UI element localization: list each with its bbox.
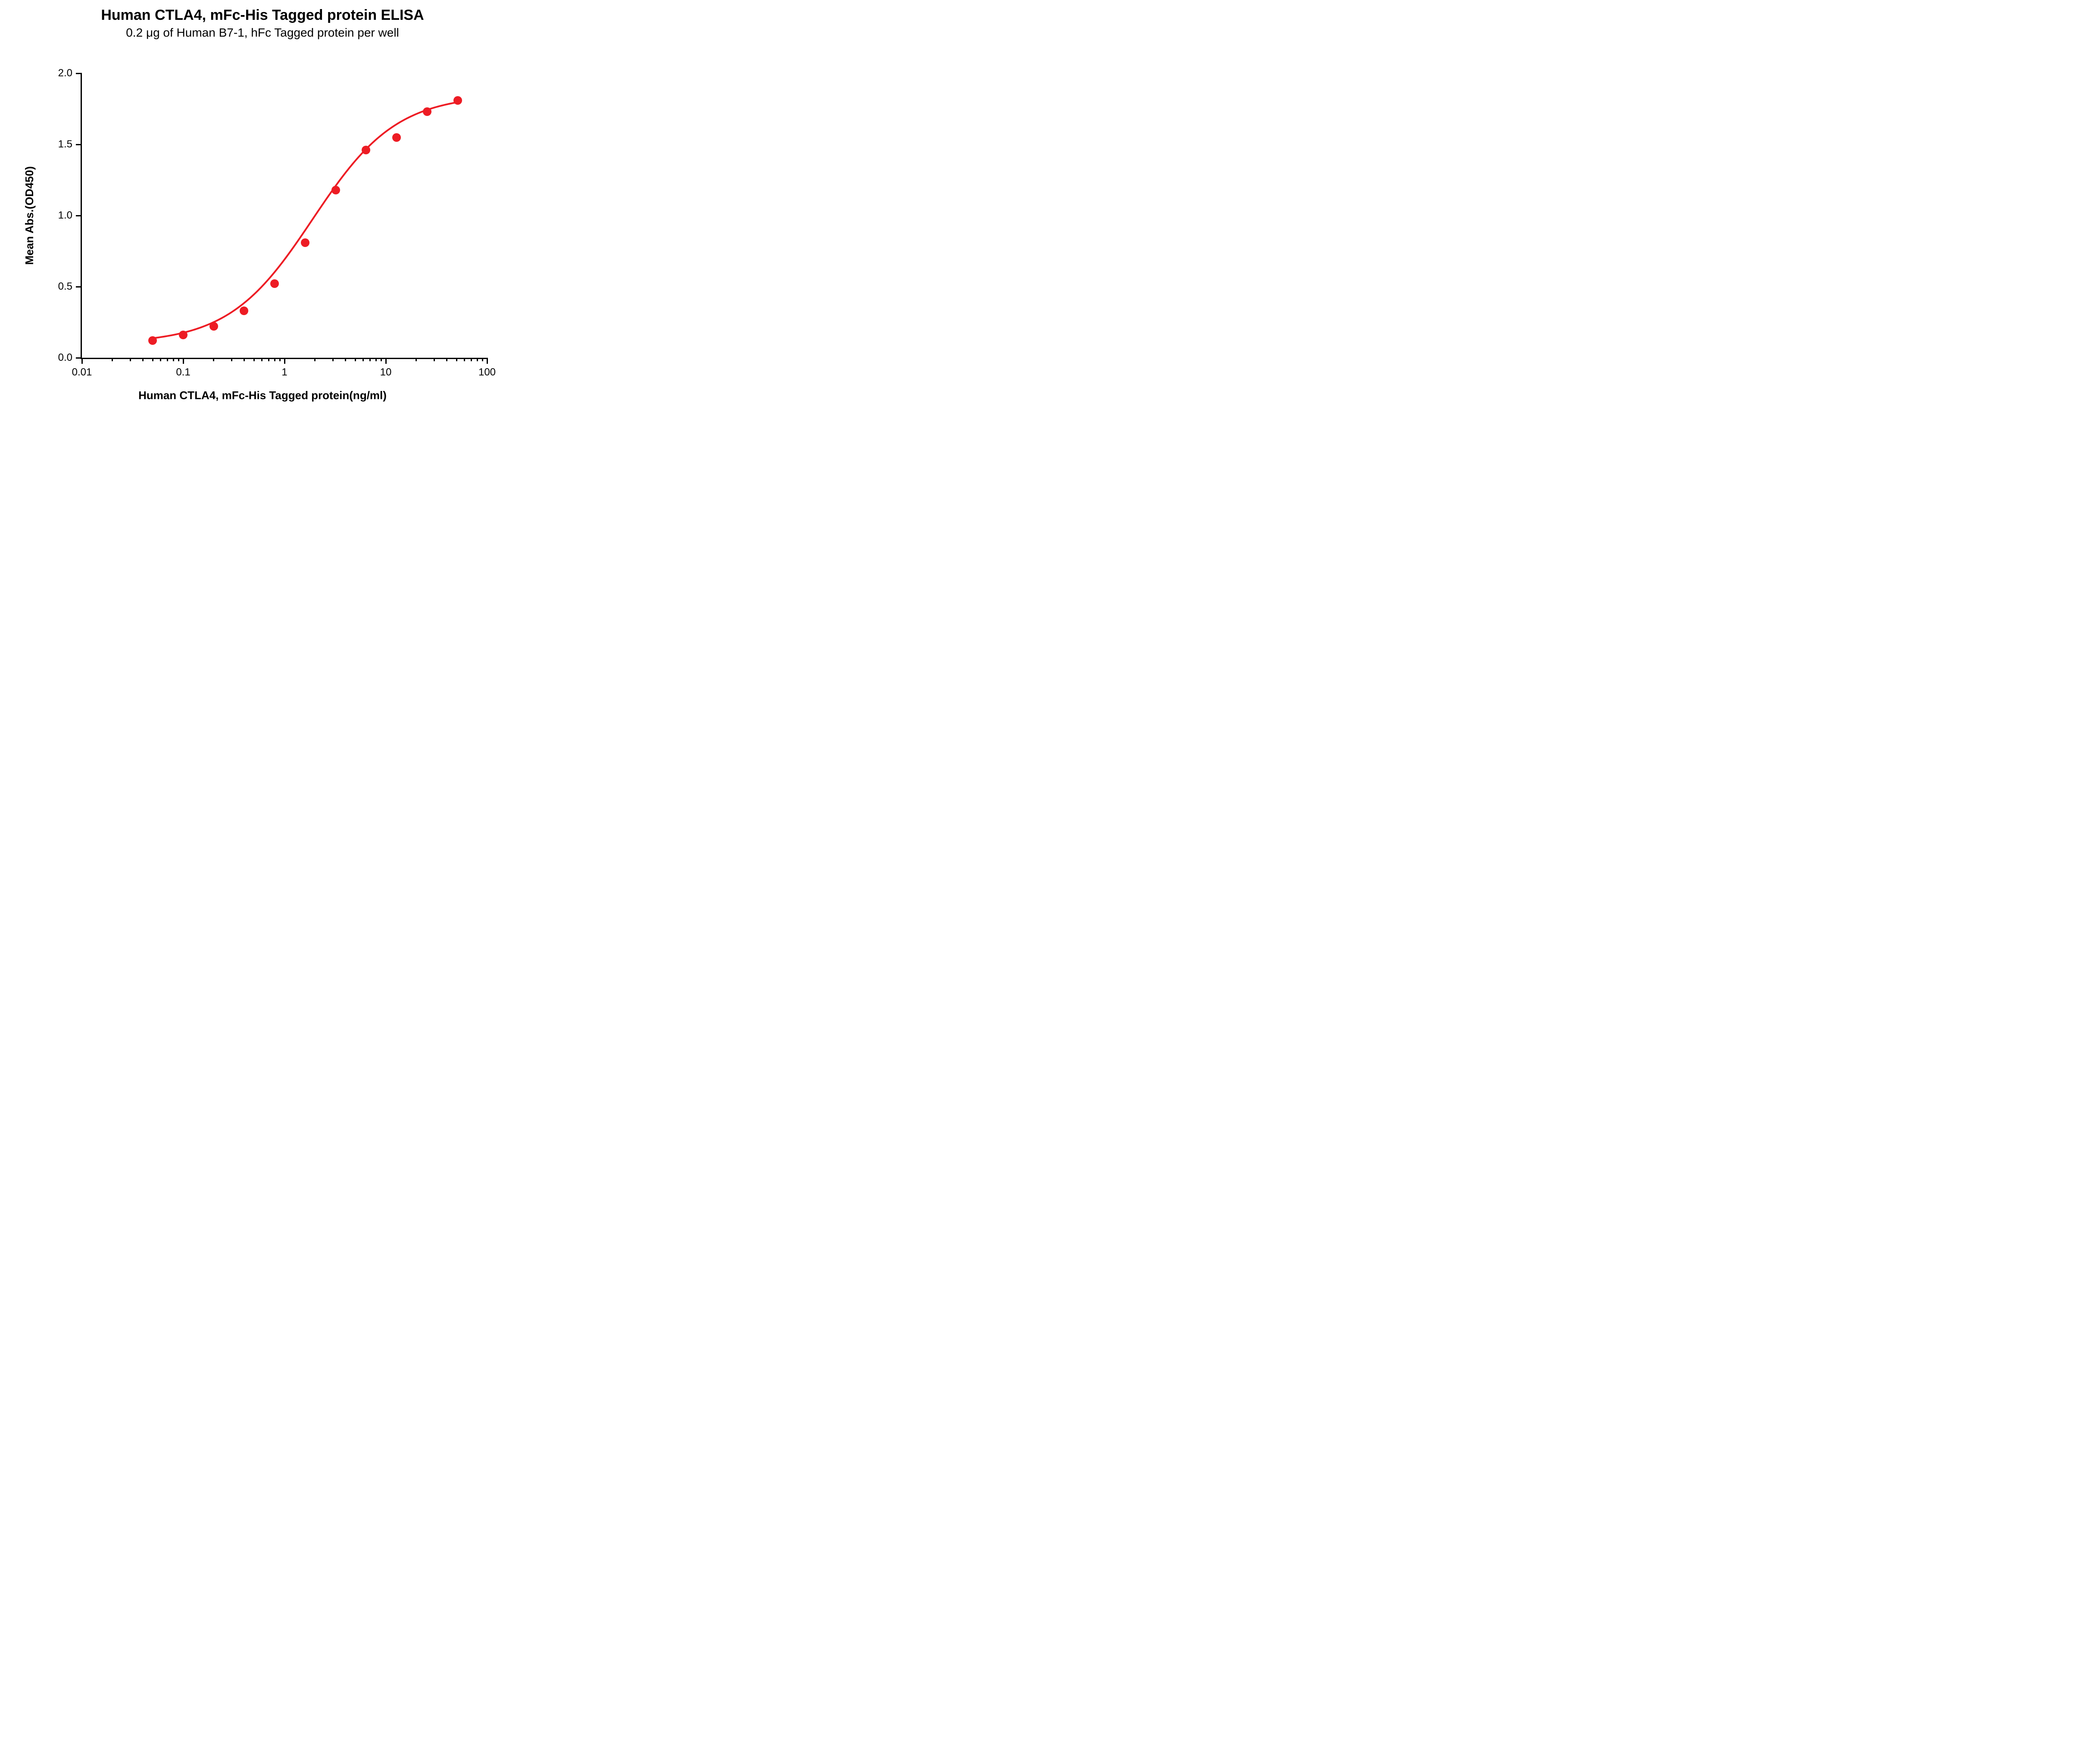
y-tick-label: 1.5 — [47, 138, 72, 150]
chart-title: Human CTLA4, mFc-His Tagged protein ELIS… — [0, 7, 525, 24]
x-axis-label: Human CTLA4, mFc-His Tagged protein(ng/m… — [0, 389, 525, 402]
elisa-figure: Human CTLA4, mFc-His Tagged protein ELIS… — [0, 0, 525, 434]
plot-area: 0.010.11101000.00.51.01.52.0 — [82, 73, 487, 358]
data-point — [148, 336, 157, 345]
x-tick-label: 0.01 — [72, 366, 92, 378]
y-axis-label: Mean Abs.(OD450) — [23, 166, 36, 265]
x-tick-label: 0.1 — [176, 366, 190, 378]
x-tick-label: 10 — [380, 366, 392, 378]
data-point — [209, 322, 218, 331]
x-tick-label: 100 — [478, 366, 496, 378]
data-point — [423, 107, 431, 116]
x-tick-label: 1 — [281, 366, 287, 378]
data-point — [179, 331, 188, 339]
data-point — [301, 238, 309, 247]
data-point — [453, 96, 462, 105]
data-point — [362, 146, 370, 154]
y-tick-label: 0.0 — [47, 352, 72, 364]
data-point — [270, 279, 279, 288]
data-point — [392, 133, 401, 142]
y-tick-label: 2.0 — [47, 67, 72, 79]
y-tick-label: 0.5 — [47, 281, 72, 293]
y-tick-label: 1.0 — [47, 209, 72, 222]
data-point — [331, 186, 340, 194]
chart-subtitle: 0.2 μg of Human B7-1, hFc Tagged protein… — [0, 26, 525, 40]
data-point — [240, 306, 248, 315]
